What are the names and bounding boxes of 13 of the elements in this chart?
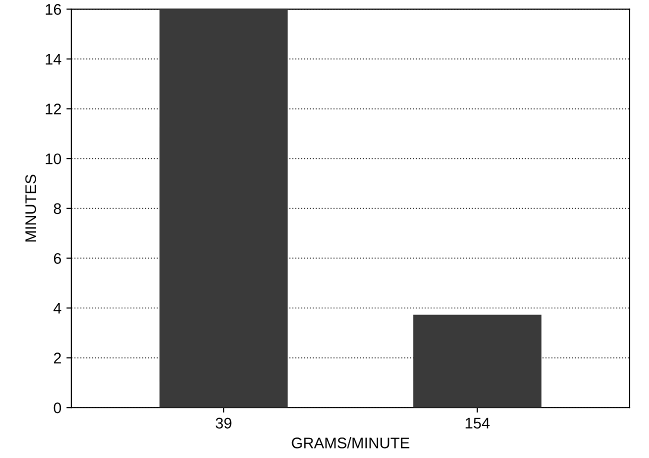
y-tick-label: 4 <box>54 303 62 314</box>
y-axis-title: MINUTES <box>25 174 36 242</box>
y-tick-label: 16 <box>46 4 61 15</box>
x-tick-label: 39 <box>216 418 232 429</box>
y-tick-label: 12 <box>46 104 61 114</box>
x-tick-label: 154 <box>466 418 490 429</box>
y-tick-label: 6 <box>54 253 61 264</box>
y-tick-label: 2 <box>54 352 61 364</box>
y-tick-label: 8 <box>54 203 62 214</box>
y-tick-label: 14 <box>46 54 62 65</box>
y-tick-label: 0 <box>54 402 62 414</box>
x-axis-title: GRAMS/MINUTE <box>292 437 410 448</box>
y-tick-label: 10 <box>46 153 62 164</box>
